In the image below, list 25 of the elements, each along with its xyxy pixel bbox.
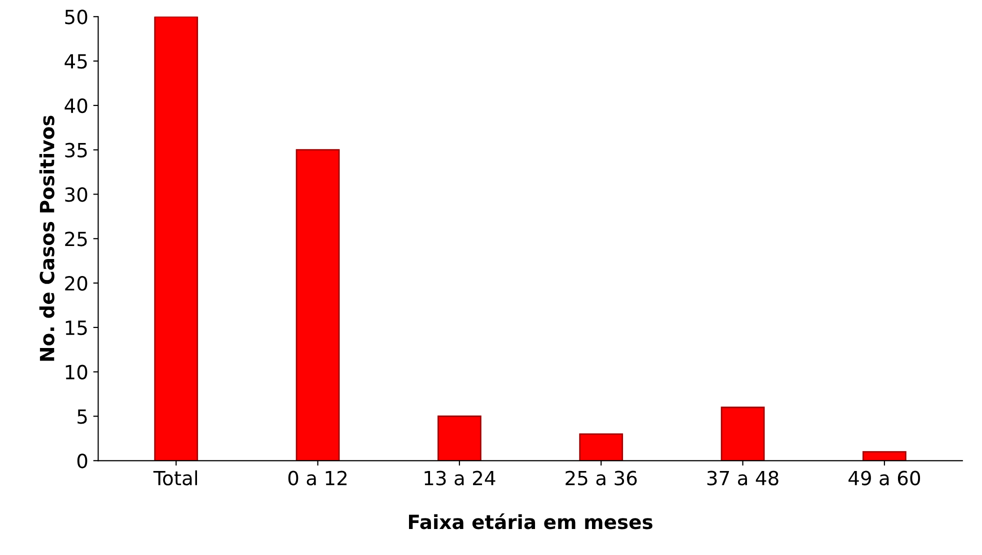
x-tick-label: 25 a 36 [566,470,637,486]
y-tick-label: 0 [77,454,88,468]
y-tick-label: 50 [65,10,88,24]
y-tick-label: 25 [65,232,87,246]
y-tick-label: 10 [66,364,88,380]
bar [438,416,482,461]
bar [579,433,624,461]
x-tick-label: 37 a 48 [707,470,778,486]
x-axis-title: Faixa etária em meses [409,513,652,530]
x-tick-label: 13 a 24 [424,470,496,486]
x-tick-label: Total [153,470,197,486]
bar [296,149,340,461]
y-tick-label: 30 [65,187,88,202]
y-tick-label: 15 [66,320,87,336]
bar [154,16,198,461]
y-axis-title: No. de Casos Positivos [39,116,54,361]
x-tick-label: 49 a 60 [848,470,920,486]
y-tick-label: 35 [65,142,87,158]
y-tick-label: 20 [65,276,88,291]
bar [862,451,906,461]
y-tick-label: 5 [78,409,87,424]
y-tick-label: 40 [64,98,88,114]
x-tick-label: 0 a 12 [288,470,347,486]
y-tick-label: 45 [64,54,87,69]
bar [720,406,765,461]
